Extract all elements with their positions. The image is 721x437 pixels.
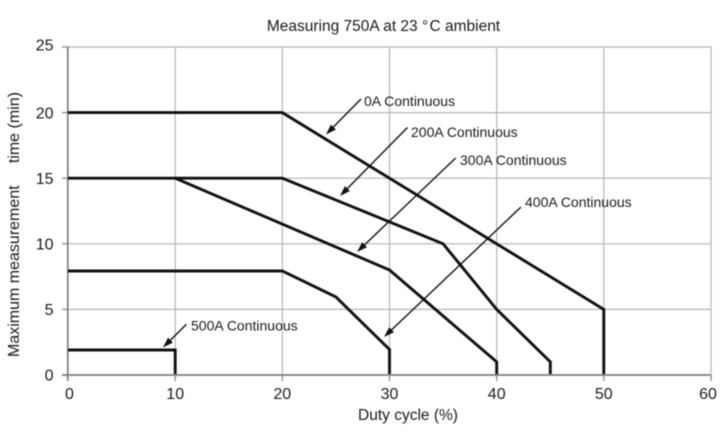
svg-text:500A Continuous: 500A Continuous [191,318,298,334]
svg-text:0A Continuous: 0A Continuous [364,93,455,109]
svg-text:10: 10 [36,237,54,254]
svg-text:20: 20 [36,106,54,123]
svg-text:40: 40 [488,386,506,403]
svg-text:20: 20 [273,386,291,403]
svg-text:10: 10 [166,386,184,403]
svg-text:0: 0 [45,368,54,385]
svg-text:400A Continuous: 400A Continuous [525,194,632,210]
svg-text:50: 50 [595,386,613,403]
svg-text:Duty cycle (%): Duty cycle (%) [358,407,458,424]
svg-text:Measuring 750A at 23 ° C ambie: Measuring 750A at 23 ° C ambient [267,18,501,35]
svg-text:0: 0 [65,386,74,403]
svg-text:30: 30 [381,386,399,403]
svg-text:300A Continuous: 300A Continuous [460,152,567,168]
svg-text:15: 15 [36,171,54,188]
svg-text:Maximum measurement time (: Maximum measurement time (min) [6,92,23,357]
svg-text:60: 60 [699,386,717,403]
svg-text:25: 25 [36,38,54,55]
svg-text:5: 5 [45,302,54,319]
svg-text:200A Continuous: 200A Continuous [411,124,518,140]
